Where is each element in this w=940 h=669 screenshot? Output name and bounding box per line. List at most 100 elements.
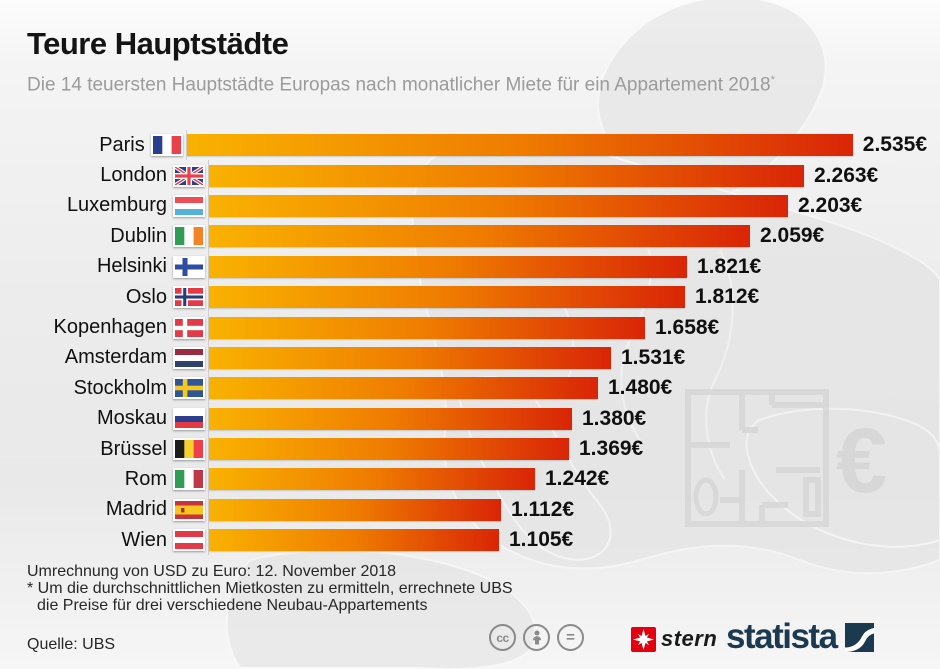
page-title: Teure Hauptstädte [27, 26, 289, 61]
bar-fill [209, 529, 499, 552]
chart-row-oslo: Oslo 1.812€ [27, 281, 927, 313]
bar-fill [209, 346, 611, 369]
value-label: 2.203€ [798, 193, 863, 217]
flag-ireland-icon [173, 225, 205, 248]
bar-fill [186, 134, 853, 157]
value-label: 1.112€ [511, 497, 575, 521]
flag-norway-icon [173, 286, 205, 309]
city-label: Kopenhagen [53, 316, 167, 339]
value-label: 2.535€ [862, 133, 927, 157]
bar-area: 1.821€ [208, 251, 927, 282]
bar-area: 1.112€ [208, 494, 927, 526]
city-label: Dublin [110, 224, 167, 247]
bar-fill [209, 377, 598, 400]
bar-area: 1.658€ [208, 312, 927, 343]
flag-luxembourg-icon [173, 194, 205, 217]
bar-area: 1.105€ [208, 525, 927, 556]
bar-area: 1.812€ [208, 281, 927, 313]
stern-star-icon [631, 626, 656, 652]
bar-area: 1.242€ [208, 464, 927, 495]
chart-row-paris: Paris 2.535€ [27, 130, 927, 161]
flag-finland-icon [173, 255, 205, 278]
bar-area: 1.531€ [208, 342, 927, 374]
flag-belgium-icon [173, 438, 205, 461]
city-label: Madrid [105, 498, 167, 521]
source-label: Quelle: UBS [27, 636, 116, 653]
value-label: 1.531€ [621, 345, 686, 369]
chart-row-rom: Rom 1.242€ [27, 464, 927, 495]
bar-fill [209, 316, 645, 339]
city-label: Rom [124, 467, 167, 490]
flag-italy-icon [173, 468, 205, 491]
bar-fill [209, 286, 685, 309]
bar-fill [209, 407, 572, 430]
no-derivatives-icon: = [557, 624, 584, 651]
bar-fill [209, 225, 750, 248]
conversion-note: Umrechnung von USD zu Euro: 12. November… [27, 563, 397, 580]
attribution-person-icon [523, 624, 550, 651]
bar-fill [209, 498, 501, 521]
city-label: Amsterdam [64, 346, 167, 369]
flag-united-kingdom-icon [173, 164, 205, 187]
value-label: 1.480€ [608, 376, 673, 400]
chart-row-stockholm: Stockholm 1.480€ [27, 373, 927, 404]
bar-fill [209, 468, 535, 491]
value-label: 1.821€ [697, 254, 762, 278]
bar-area: 1.480€ [208, 373, 927, 404]
stern-logo: stern [631, 626, 717, 652]
chart-row-moskau: Moskau 1.380€ [27, 403, 927, 434]
city-label: Oslo [125, 285, 167, 308]
chart-row-luxemburg: Luxemburg 2.203€ [27, 190, 927, 222]
flag-austria-icon [173, 529, 205, 552]
flag-denmark-icon [173, 316, 205, 339]
value-label: 1.105€ [509, 528, 574, 552]
city-label: Brüssel [100, 437, 167, 460]
chart-row-helsinki: Helsinki 1.821€ [27, 251, 927, 282]
chart-row-kopenhagen: Kopenhagen 1.658€ [27, 312, 927, 343]
chart-row-bruessel: Brüssel 1.369€ [27, 433, 927, 465]
chart-row-amsterdam: Amsterdam 1.531€ [27, 342, 927, 374]
city-label: Luxemburg [66, 194, 167, 217]
bar-fill [209, 255, 687, 278]
city-label: Stockholm [73, 376, 167, 399]
statista-logo: statista [726, 617, 874, 657]
city-label: Wien [121, 528, 167, 551]
bar-area: 1.380€ [208, 403, 927, 434]
value-label: 1.380€ [582, 406, 647, 430]
flag-russia-icon [173, 407, 205, 430]
bar-area: 1.369€ [208, 433, 927, 465]
chart-row-london: London 2.263€ [27, 160, 927, 191]
value-label: 1.812€ [695, 285, 760, 309]
flag-france-icon [150, 134, 183, 157]
city-label: Paris [99, 133, 145, 156]
footnote-mark: * [770, 74, 775, 86]
flag-sweden-icon [173, 377, 205, 400]
stern-wordmark: stern [661, 626, 718, 651]
bar-area: 2.535€ [185, 130, 927, 161]
statista-wordmark: statista [726, 617, 838, 656]
bar-area: 2.203€ [208, 190, 927, 222]
value-label: 1.242€ [545, 467, 610, 491]
bar-area: 2.059€ [208, 221, 927, 252]
bar-fill [209, 194, 788, 217]
bar-fill [209, 438, 569, 461]
value-label: 2.263€ [814, 163, 879, 187]
value-label: 1.658€ [655, 315, 720, 339]
footnote-line1: * Um die durchschnittlichen Mietkosten z… [27, 580, 513, 597]
city-label: London [100, 164, 167, 187]
page-subtitle: Die 14 teuersten Hauptstädte Europas nac… [27, 74, 775, 96]
value-label: 1.369€ [579, 437, 644, 461]
chart-row-dublin: Dublin 2.059€ [27, 221, 927, 252]
city-label: Helsinki [96, 255, 167, 278]
footnote-line2: die Preise für drei verschiedene Neubau-… [37, 597, 428, 614]
footnotes: Umrechnung von USD zu Euro: 12. November… [27, 563, 513, 614]
value-label: 2.059€ [760, 224, 825, 248]
flag-spain-icon [173, 498, 205, 521]
cc-icon: cc [489, 624, 516, 651]
bar-chart: Paris 2.535€ London 2.263€ Luxemburg 2.2… [27, 130, 927, 556]
license-icons: cc = [489, 624, 584, 651]
bar-area: 2.263€ [208, 160, 927, 191]
flag-netherlands-icon [173, 346, 205, 369]
chart-row-wien: Wien 1.105€ [27, 525, 927, 556]
statista-mark-icon [844, 622, 874, 652]
